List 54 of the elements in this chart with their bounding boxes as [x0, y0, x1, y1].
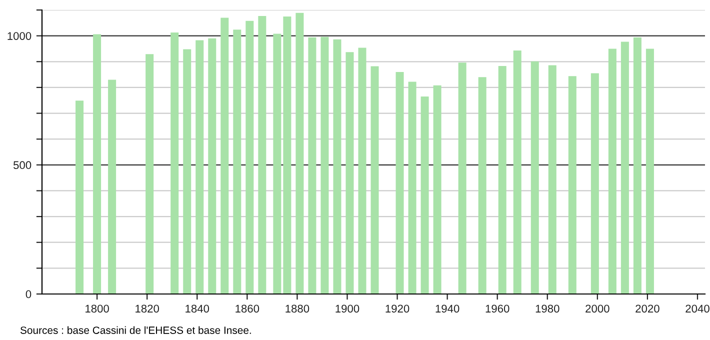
bar	[246, 20, 254, 294]
bar	[620, 42, 629, 294]
bar	[258, 16, 266, 294]
x-tick-label: 1920	[386, 304, 410, 313]
bar	[93, 34, 102, 294]
bar	[478, 77, 486, 294]
x-tick-label: 1800	[86, 304, 109, 313]
x-tick-label: 1860	[236, 304, 260, 313]
x-tick-label: 1980	[536, 304, 560, 313]
bar	[146, 54, 154, 294]
bar	[408, 82, 416, 294]
bar	[608, 48, 616, 294]
bar	[233, 30, 242, 294]
bar	[568, 76, 576, 294]
bar	[183, 49, 192, 294]
bar	[370, 66, 379, 294]
x-tick-label: 1840	[186, 304, 210, 313]
bar	[273, 34, 282, 294]
x-tick-label: 1940	[436, 304, 460, 313]
y-tick-label: 500	[13, 161, 32, 170]
bar	[333, 39, 342, 294]
bar	[513, 50, 522, 294]
bar	[296, 12, 304, 294]
y-tick-label: 0	[26, 290, 32, 298]
x-tick-label: 1880	[286, 304, 310, 313]
x-tick-label: 2040	[686, 304, 710, 313]
bar	[76, 100, 84, 294]
bar	[590, 73, 599, 294]
bar	[170, 32, 179, 294]
bar	[358, 48, 366, 294]
bar	[548, 65, 556, 294]
bar	[646, 48, 654, 294]
source-note: Sources : base Cassini de l'EHESS et base Insee.	[20, 326, 251, 334]
bar	[320, 36, 329, 294]
bar	[633, 37, 642, 294]
bar	[433, 85, 442, 294]
bar	[196, 40, 204, 294]
bar	[346, 52, 354, 294]
bar	[458, 62, 466, 294]
y-tick-label: 1000	[8, 32, 32, 40]
bar	[498, 66, 506, 294]
bar	[208, 38, 216, 294]
x-tick-label: 1820	[136, 304, 160, 313]
x-tick-label: 2000	[586, 304, 610, 313]
bar	[396, 72, 404, 294]
x-tick-label: 1960	[486, 304, 510, 313]
bar	[530, 61, 539, 294]
bar	[420, 96, 429, 294]
bar	[283, 16, 292, 294]
bar	[220, 18, 229, 294]
bar	[108, 80, 116, 294]
bar	[308, 37, 316, 294]
x-tick-label: 2020	[636, 304, 660, 313]
x-tick-label: 1900	[336, 304, 360, 313]
